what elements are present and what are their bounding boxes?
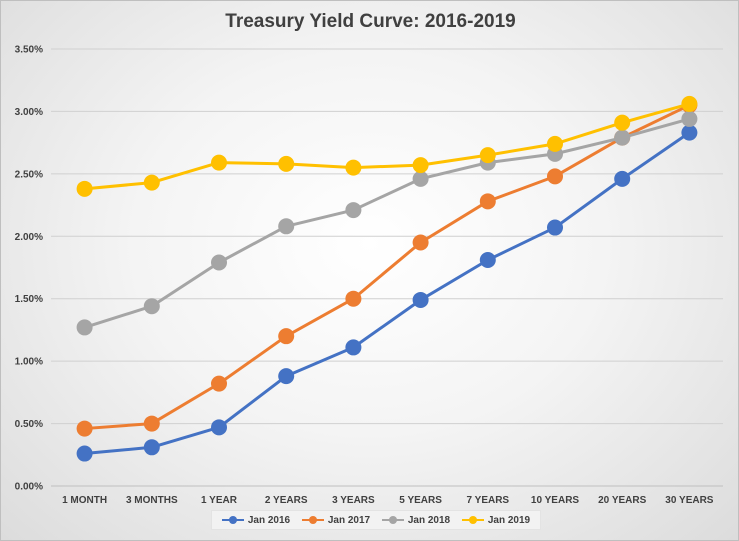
data-point bbox=[412, 157, 429, 174]
data-point bbox=[278, 218, 295, 235]
data-point bbox=[412, 234, 429, 251]
data-point bbox=[412, 291, 429, 308]
legend-item: Jan 2019 bbox=[461, 514, 531, 526]
legend-item: Jan 2017 bbox=[301, 514, 371, 526]
data-point bbox=[479, 193, 496, 210]
data-point bbox=[143, 415, 160, 432]
y-tick-label: 3.50% bbox=[15, 45, 43, 56]
y-tick-label: 0.00% bbox=[15, 482, 43, 493]
data-point bbox=[614, 114, 631, 131]
legend-label: Jan 2017 bbox=[327, 514, 371, 526]
x-tick-label: 1 YEAR bbox=[201, 495, 238, 506]
data-point bbox=[479, 252, 496, 269]
data-point bbox=[412, 170, 429, 187]
x-tick-label: 3 YEARS bbox=[332, 495, 375, 506]
data-point bbox=[211, 254, 227, 271]
data-point bbox=[614, 170, 631, 187]
data-point bbox=[345, 159, 362, 176]
x-tick-label: 7 YEARS bbox=[466, 495, 509, 506]
data-point bbox=[479, 147, 496, 164]
y-tick-label: 2.50% bbox=[15, 169, 43, 180]
legend-swatch bbox=[381, 515, 404, 525]
data-point bbox=[211, 375, 227, 392]
x-tick-label: 10 YEARS bbox=[531, 495, 580, 506]
y-tick-label: 2.00% bbox=[15, 232, 43, 243]
data-point bbox=[278, 368, 295, 385]
data-point bbox=[547, 135, 563, 152]
series-line-3 bbox=[84, 117, 690, 329]
y-tick-label: 0.50% bbox=[15, 419, 43, 430]
x-tick-label: 3 MONTHS bbox=[126, 495, 178, 506]
legend-swatch bbox=[301, 515, 324, 525]
legend-label: Jan 2019 bbox=[487, 514, 531, 526]
data-point bbox=[345, 290, 362, 307]
data-point bbox=[547, 219, 563, 236]
legend: Jan 2016 Jan 2017 Jan 2018 Jan 2019 bbox=[211, 510, 541, 530]
x-tick-label: 1 MONTH bbox=[62, 495, 107, 506]
data-point bbox=[547, 168, 563, 185]
legend-label: Jan 2018 bbox=[407, 514, 451, 526]
series-line-1 bbox=[84, 131, 691, 456]
legend-swatch bbox=[461, 515, 484, 525]
x-tick-label: 30 YEARS bbox=[665, 495, 714, 506]
data-point bbox=[211, 419, 227, 436]
legend-item: Jan 2018 bbox=[381, 514, 451, 526]
y-tick-label: 1.00% bbox=[15, 357, 43, 368]
series-line-2 bbox=[84, 103, 691, 431]
chart-title: Treasury Yield Curve: 2016-2019 bbox=[225, 11, 516, 32]
data-point bbox=[614, 129, 631, 146]
data-point bbox=[76, 445, 93, 462]
legend-swatch bbox=[221, 515, 244, 525]
data-point bbox=[278, 328, 295, 345]
x-tick-label: 20 YEARS bbox=[598, 495, 647, 506]
series-line-4 bbox=[84, 102, 690, 191]
legend-label: Jan 2016 bbox=[247, 514, 291, 526]
data-point bbox=[681, 124, 698, 141]
data-point bbox=[345, 202, 362, 219]
data-point bbox=[143, 174, 160, 191]
data-point bbox=[278, 155, 295, 172]
data-point bbox=[345, 339, 362, 356]
data-point bbox=[76, 180, 93, 197]
y-tick-label: 1.50% bbox=[15, 294, 43, 305]
data-point bbox=[143, 439, 160, 456]
data-point bbox=[76, 420, 93, 437]
data-point bbox=[143, 298, 160, 315]
data-point bbox=[211, 154, 227, 171]
x-tick-label: 5 YEARS bbox=[399, 495, 442, 506]
data-point bbox=[681, 95, 698, 112]
x-tick-label: 2 YEARS bbox=[265, 495, 308, 506]
data-point bbox=[76, 319, 93, 336]
y-tick-label: 3.00% bbox=[15, 107, 43, 118]
data-point bbox=[681, 110, 698, 127]
legend-item: Jan 2016 bbox=[221, 514, 291, 526]
